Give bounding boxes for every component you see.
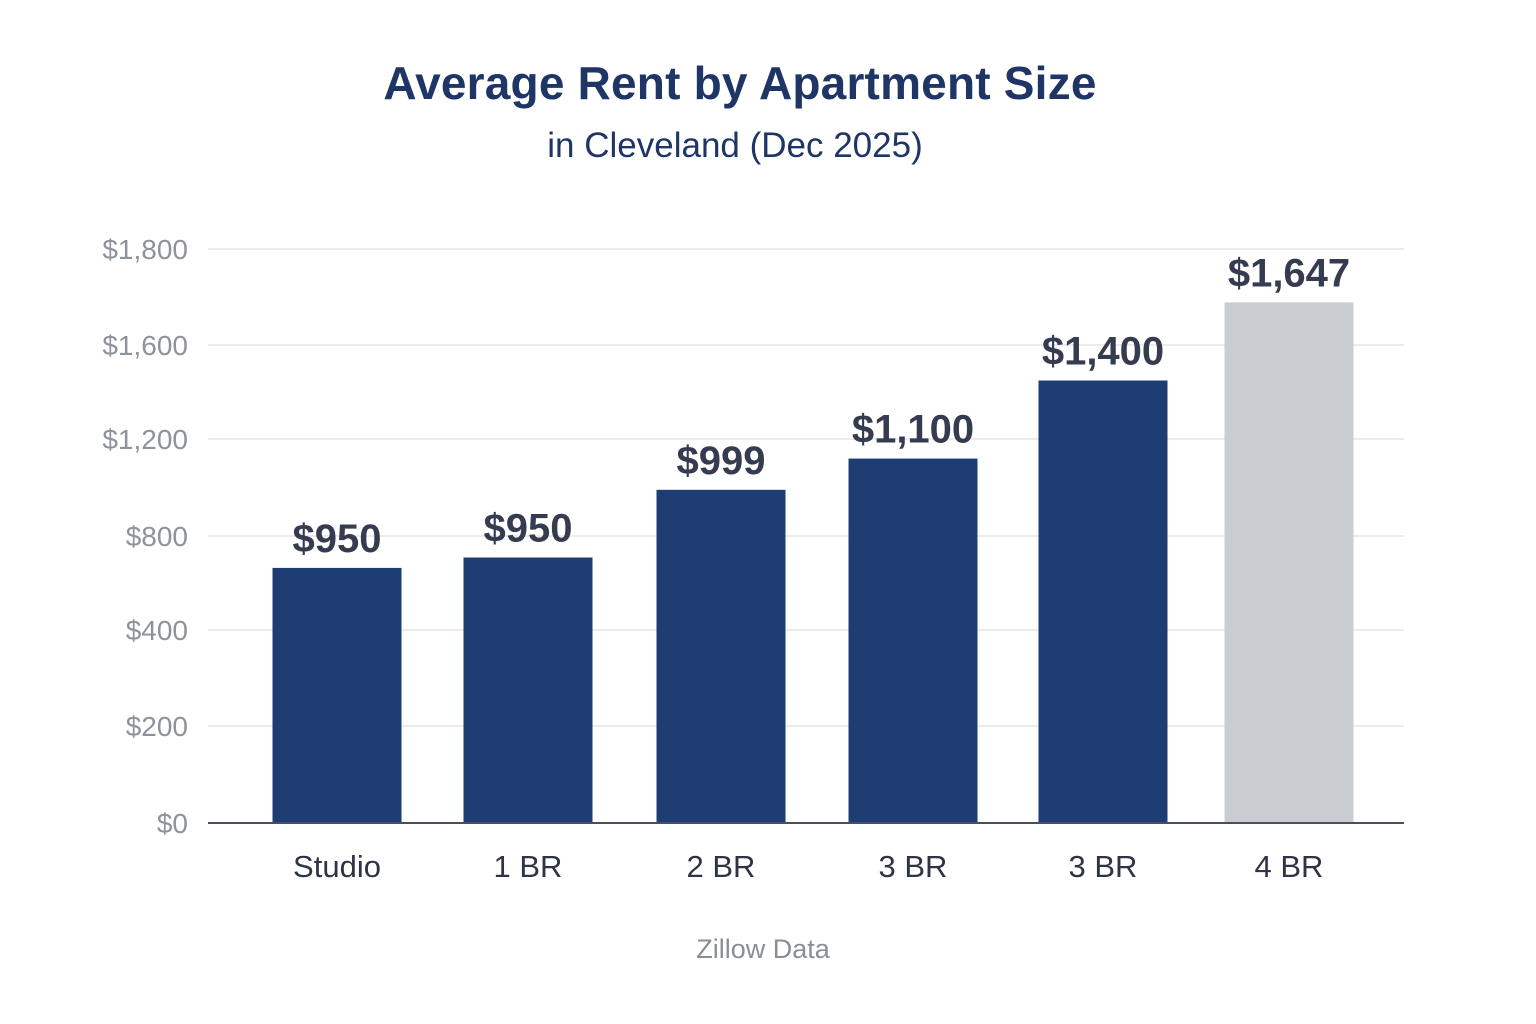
bar-2 bbox=[463, 557, 593, 823]
bar-value-label: $1,647 bbox=[1228, 251, 1350, 295]
bar-value-label: $999 bbox=[677, 439, 766, 483]
value-labels: $950 $950 $999 $1,100 $1,400 $1,647 bbox=[293, 251, 1351, 561]
bar-value-label: $950 bbox=[484, 506, 573, 550]
y-tick-label: $800 bbox=[126, 521, 188, 552]
chart-subtitle: in Cleveland (Dec 2025) bbox=[547, 126, 923, 165]
x-axis-labels: Studio 1 BR 2 BR 3 BR 3 BR 4 BR bbox=[293, 849, 1323, 884]
bars bbox=[272, 302, 1354, 823]
y-tick-label: $0 bbox=[157, 808, 188, 839]
x-tick-label: 3 BR bbox=[879, 849, 948, 884]
y-tick-label: $400 bbox=[126, 615, 188, 646]
x-tick-label: 4 BR bbox=[1255, 849, 1324, 884]
x-tick-label: 3 BR bbox=[1069, 849, 1138, 884]
y-tick-label: $200 bbox=[126, 711, 188, 742]
y-tick-label: $1,200 bbox=[102, 424, 188, 455]
x-tick-label: 1 BR bbox=[494, 849, 563, 884]
bar-5 bbox=[1038, 380, 1168, 823]
chart-title: Average Rent by Apartment Size bbox=[383, 57, 1097, 109]
bar-value-label: $1,100 bbox=[852, 408, 974, 452]
x-tick-label: 2 BR bbox=[687, 849, 756, 884]
bar-4 bbox=[848, 458, 978, 823]
bar-value-label: $950 bbox=[293, 517, 382, 561]
y-axis-ticks: $0 $200 $400 $800 $1,200 $1,600 $1,800 bbox=[102, 234, 188, 839]
bar-3 bbox=[656, 489, 786, 823]
x-tick-label: Studio bbox=[293, 849, 381, 884]
y-tick-label: $1,800 bbox=[102, 234, 188, 265]
bar-1 bbox=[272, 567, 402, 823]
bar-6 bbox=[1224, 302, 1354, 823]
y-tick-label: $1,600 bbox=[102, 330, 188, 361]
bar-value-label: $1,400 bbox=[1042, 329, 1164, 373]
gridlines bbox=[208, 248, 1404, 727]
chart-source: Zillow Data bbox=[696, 934, 830, 964]
